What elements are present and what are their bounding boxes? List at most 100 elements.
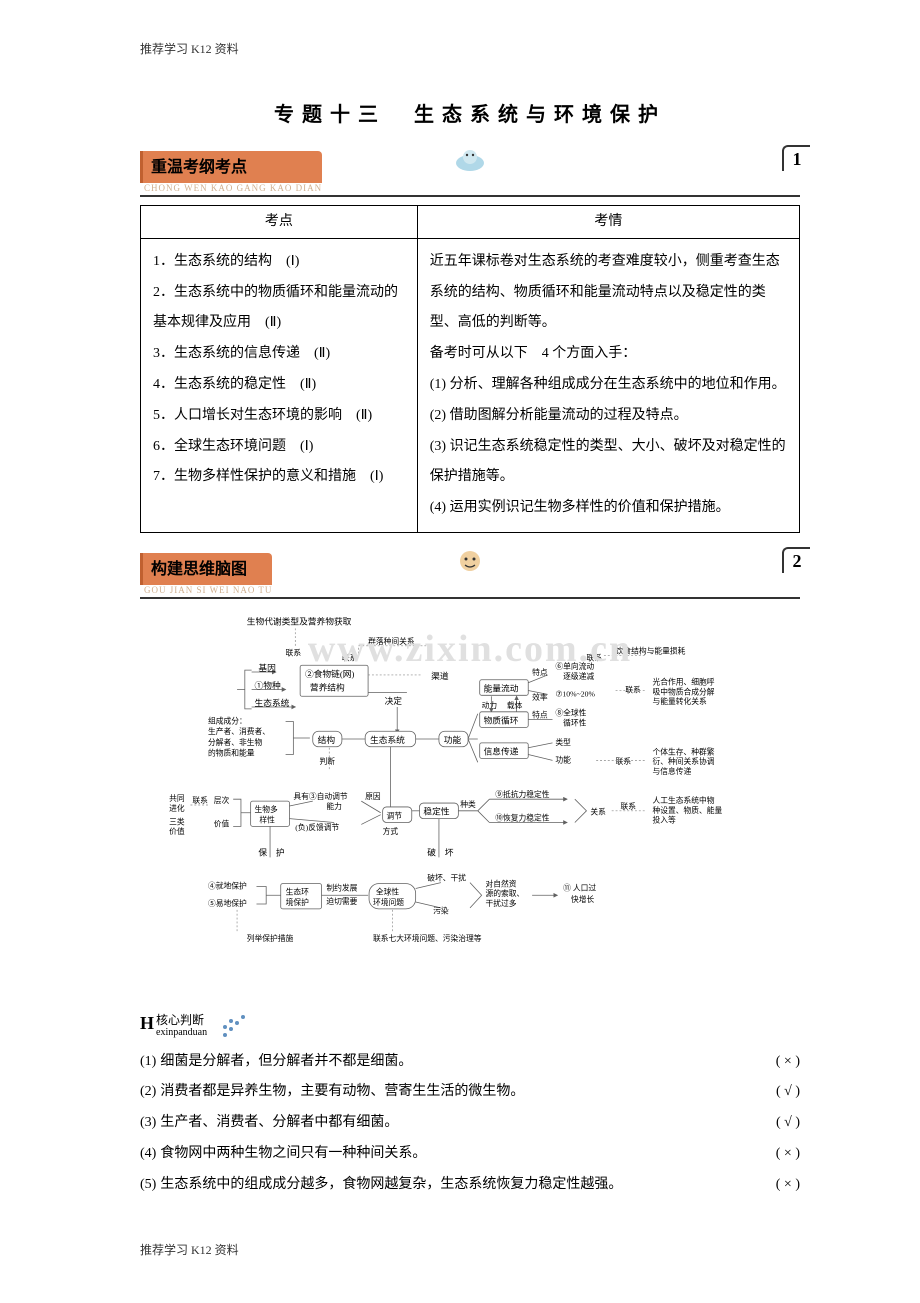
svg-text:⑤易地保护: ⑤易地保护: [208, 898, 247, 908]
judge-text: 消费者都是异养生物，主要有动物、营寄生生活的微生物。: [160, 1077, 764, 1108]
svg-text:联系: 联系: [586, 652, 602, 662]
svg-text:生态系统: 生态系统: [255, 697, 290, 708]
svg-text:制约发展: 制约发展: [326, 882, 357, 892]
svg-text:联系: 联系: [286, 647, 302, 657]
svg-text:组成成分：: 组成成分：: [208, 715, 247, 725]
svg-text:保 护: 保 护: [258, 846, 284, 857]
svg-text:饮食结构与能量损耗: 饮食结构与能量损耗: [616, 646, 686, 656]
svg-text:能量流动: 能量流动: [484, 682, 519, 693]
exam-table: 考点 考情 1．生态系统的结构 (Ⅰ)2．生态系统中的物质循环和能量流动的基本规…: [140, 205, 800, 533]
svg-text:④就地保护: ④就地保护: [208, 880, 247, 890]
judge-mark: ( √ ): [776, 1077, 800, 1108]
hexin-h: H: [140, 1014, 154, 1032]
svg-text:联系七大环境问题、污染治理等: 联系七大环境问题、污染治理等: [373, 933, 482, 943]
judge-text: 生产者、消费者、分解者中都有细菌。: [160, 1108, 764, 1139]
svg-text:联系: 联系: [342, 652, 358, 662]
svg-text:⑩恢复力稳定性: ⑩恢复力稳定性: [495, 812, 550, 822]
svg-text:吸中物质合成分解: 吸中物质合成分解: [652, 686, 714, 696]
svg-text:⑨抵抗力稳定性: ⑨抵抗力稳定性: [495, 789, 550, 799]
svg-text:类型: 类型: [555, 737, 571, 747]
td-kaodian: 1．生态系统的结构 (Ⅰ)2．生态系统中的物质循环和能量流动的基本规律及应用 (…: [141, 238, 418, 532]
judge-num: (2): [140, 1077, 156, 1108]
svg-text:列举保护措施: 列举保护措施: [247, 933, 294, 943]
svg-text:⑥单向流动: ⑥单向流动: [555, 661, 594, 671]
svg-text:的物质和能量: 的物质和能量: [208, 747, 255, 757]
svg-text:全球性: 全球性: [376, 886, 400, 896]
svg-text:判断: 判断: [320, 756, 336, 766]
judge-item: (3)生产者、消费者、分解者中都有细菌。( √ ): [140, 1108, 800, 1139]
judge-text: 生态系统中的组成成分越多，食物网越复杂，生态系统恢复力稳定性越强。: [160, 1170, 763, 1201]
hexin-block: H 核心判断 exinpanduan (1)细菌是分解者，但分解者并不都是细菌。…: [140, 1014, 800, 1201]
svg-text:物质循环: 物质循环: [484, 714, 519, 725]
section1-label: 重温考纲考点: [140, 151, 322, 183]
judge-num: (5): [140, 1170, 156, 1201]
svg-text:人工生态系统中物: 人工生态系统中物: [652, 795, 714, 805]
page-header: 推荐学习 K12 资料: [140, 40, 800, 59]
judge-item: (2)消费者都是异养生物，主要有动物、营寄生生活的微生物。 ( √ ): [140, 1077, 800, 1108]
svg-text:联系: 联系: [620, 801, 636, 811]
svg-text:投入等: 投入等: [652, 814, 676, 824]
section1-pinyin: CHONG WEN KAO GANG KAO DIAN: [140, 181, 322, 195]
judge-list: (1)细菌是分解者，但分解者并不都是细菌。( × )(2)消费者都是异养生物，主…: [140, 1047, 800, 1201]
section2-pinyin: GOU JIAN SI WEI NAO TU: [140, 583, 272, 597]
judge-num: (4): [140, 1139, 156, 1170]
svg-text:特点: 特点: [532, 710, 548, 720]
svg-text:污染: 污染: [433, 906, 449, 916]
judge-num: (1): [140, 1047, 156, 1078]
svg-text:渠道: 渠道: [431, 670, 449, 681]
svg-text:⑦10%~20%: ⑦10%~20%: [555, 689, 595, 698]
svg-text:循环性: 循环性: [563, 717, 587, 727]
page-title: 专题十三 生态系统与环境保护: [140, 99, 800, 131]
svg-text:种设置、物质、能量: 种设置、物质、能量: [652, 805, 722, 815]
svg-text:生物代谢类型及营养物获取: 生物代谢类型及营养物获取: [247, 615, 352, 626]
svg-text:基因: 基因: [258, 662, 276, 673]
hexin-dots-icon: [221, 1015, 249, 1039]
section2-icon: [452, 547, 488, 575]
svg-text:境保护: 境保护: [286, 897, 310, 907]
svg-text:群落种间关系: 群落种间关系: [368, 636, 415, 646]
th-kaodian: 考点: [141, 206, 418, 239]
svg-text:层次: 层次: [214, 795, 230, 805]
judge-mark: ( × ): [776, 1139, 800, 1170]
judge-num: (3): [140, 1108, 156, 1139]
section1-num: 1: [782, 145, 810, 171]
judge-text: 食物网中两种生物之间只有一种种间关系。: [160, 1139, 763, 1170]
svg-text:破 坏: 破 坏: [427, 846, 453, 857]
svg-text:种类: 种类: [460, 799, 476, 809]
svg-text:逐级递减: 逐级递减: [563, 671, 594, 681]
page-footer: 推荐学习 K12 资料: [140, 1241, 800, 1260]
svg-text:破坏、干扰: 破坏、干扰: [427, 873, 466, 883]
judge-mark: ( × ): [776, 1047, 800, 1078]
svg-text:快增长: 快增长: [571, 894, 595, 904]
hexin-pinyin: exinpanduan: [156, 1027, 207, 1038]
svg-text:联系: 联系: [625, 684, 641, 694]
svg-text:与能量转化关系: 与能量转化关系: [652, 696, 707, 706]
svg-text:决定: 决定: [385, 695, 403, 706]
svg-text:样性: 样性: [259, 814, 275, 824]
hexin-title: 核心判断: [156, 1014, 207, 1027]
svg-text:功能: 功能: [444, 734, 462, 745]
svg-text:迫切需要: 迫切需要: [326, 896, 357, 906]
svg-text:生物多: 生物多: [255, 804, 279, 814]
svg-text:②食物链(网): ②食物链(网): [305, 668, 354, 679]
svg-text:个体生存、种群繁: 个体生存、种群繁: [652, 746, 714, 756]
mindmap-diagram: .b { fill:#fff; stroke:#606060; stroke-w…: [140, 607, 800, 995]
svg-text:生态系统: 生态系统: [370, 734, 405, 745]
svg-text:生产者、消费者、: 生产者、消费者、: [208, 726, 270, 736]
svg-text:方式: 方式: [383, 826, 399, 836]
svg-text:营养结构: 营养结构: [310, 681, 345, 692]
svg-text:环境问题: 环境问题: [373, 897, 404, 907]
section2-banner: 构建思维脑图 GOU JIAN SI WEI NAO TU 2: [140, 553, 800, 599]
hexin-label: H 核心判断 exinpanduan: [140, 1014, 207, 1038]
th-kaoqing: 考情: [417, 206, 799, 239]
svg-text:衍、种间关系协调: 衍、种间关系协调: [652, 756, 714, 766]
judge-text: 细菌是分解者，但分解者并不都是细菌。: [160, 1047, 763, 1078]
svg-text:对自然资: 对自然资: [486, 878, 517, 888]
svg-text:进化: 进化: [169, 803, 185, 813]
judge-item: (1)细菌是分解者，但分解者并不都是细菌。 ( × ): [140, 1047, 800, 1078]
svg-text:能力: 能力: [326, 801, 342, 811]
svg-text:⑪ 人口过: ⑪ 人口过: [563, 882, 596, 892]
judge-item: (4)食物网中两种生物之间只有一种种间关系。 ( × ): [140, 1139, 800, 1170]
svg-text:结构: 结构: [318, 734, 336, 745]
svg-text:稳定性: 稳定性: [423, 806, 449, 817]
